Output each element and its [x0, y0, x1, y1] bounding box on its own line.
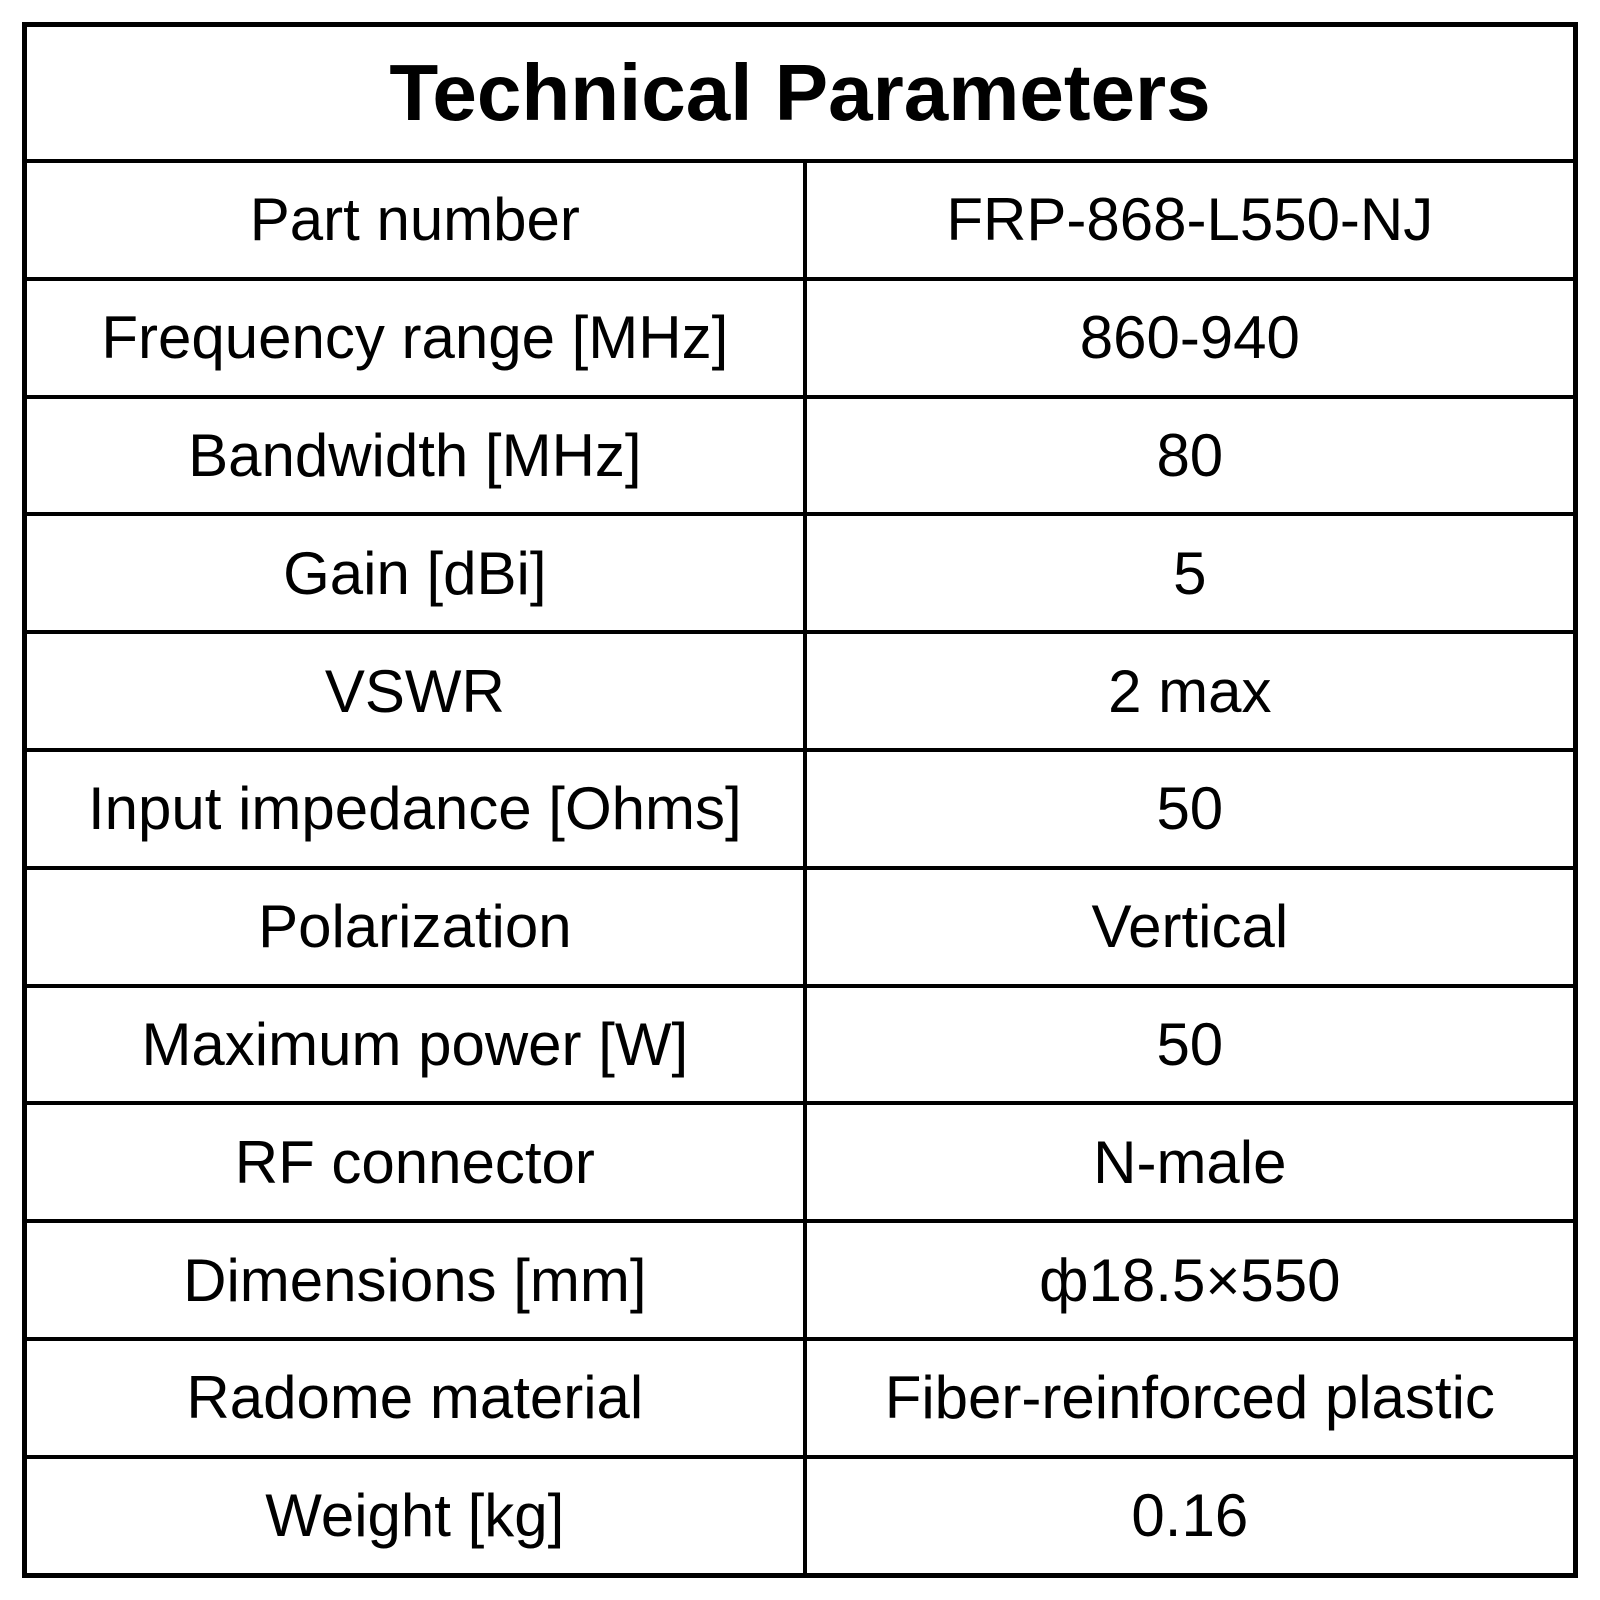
table-title: Technical Parameters — [22, 22, 1578, 163]
parameter-value: 50 — [802, 983, 1578, 1106]
table-row: Radome material Fiber-reinforced plastic — [22, 1336, 1578, 1459]
table-body: Part number FRP-868-L550-NJ Frequency rang… — [22, 159, 1578, 1578]
parameter-value: Fiber-reinforced plastic — [802, 1336, 1578, 1459]
parameter-name: Frequency range [MHz] — [22, 276, 807, 399]
table-row: Weight [kg] 0.16 — [22, 1454, 1578, 1578]
parameter-name: Dimensions [mm] — [22, 1219, 807, 1341]
parameter-value: 860-940 — [802, 276, 1578, 399]
parameter-value: N-male — [802, 1101, 1578, 1224]
parameter-name: RF connector — [22, 1101, 807, 1224]
table-row: Input impedance [Ohms] 50 — [22, 747, 1578, 870]
title-row: Technical Parameters — [22, 22, 1578, 163]
table-row: Maximum power [W] 50 — [22, 983, 1578, 1106]
parameter-name: Bandwidth [MHz] — [22, 394, 807, 517]
parameter-name: Weight [kg] — [22, 1454, 807, 1578]
table-row: VSWR 2 max — [22, 630, 1578, 752]
parameter-value: 2 max — [802, 630, 1578, 752]
table-row: Gain [dBi] 5 — [22, 512, 1578, 635]
table-row: Polarization Vertical — [22, 865, 1578, 988]
parameter-name: Polarization — [22, 865, 807, 988]
parameter-value: 5 — [802, 512, 1578, 635]
parameter-value: Vertical — [802, 865, 1578, 988]
table-row: Part number FRP-868-L550-NJ — [22, 159, 1578, 281]
parameter-name: VSWR — [22, 630, 807, 752]
parameter-value: 50 — [802, 747, 1578, 870]
parameter-name: Input impedance [Ohms] — [22, 747, 807, 870]
table-row: Frequency range [MHz] 860-940 — [22, 276, 1578, 399]
parameter-name: Gain [dBi] — [22, 512, 807, 635]
parameter-value: FRP-868-L550-NJ — [802, 159, 1578, 281]
table-row: Dimensions [mm] ф18.5×550 — [22, 1219, 1578, 1341]
parameter-value: ф18.5×550 — [802, 1219, 1578, 1341]
parameter-name: Radome material — [22, 1336, 807, 1459]
parameter-value: 0.16 — [802, 1454, 1578, 1578]
parameter-name: Maximum power [W] — [22, 983, 807, 1106]
table-row: RF connector N-male — [22, 1101, 1578, 1224]
parameter-value: 80 — [802, 394, 1578, 517]
parameter-name: Part number — [22, 159, 807, 281]
parameters-table: Technical Parameters Part number FRP-868-… — [22, 22, 1578, 1578]
table-row: Bandwidth [MHz] 80 — [22, 394, 1578, 517]
